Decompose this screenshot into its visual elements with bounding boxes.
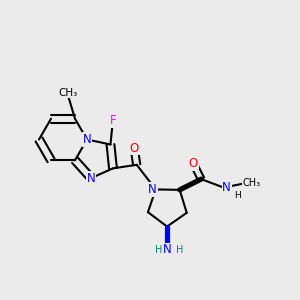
Text: N: N — [148, 183, 157, 196]
Text: H: H — [176, 245, 183, 255]
Text: O: O — [189, 157, 198, 170]
Text: F: F — [110, 114, 116, 127]
Text: O: O — [130, 142, 139, 155]
Text: N: N — [82, 133, 91, 146]
Text: H: H — [234, 190, 241, 200]
Text: CH₃: CH₃ — [58, 88, 78, 98]
Text: N: N — [163, 243, 171, 256]
Text: N: N — [87, 172, 95, 184]
Text: H: H — [155, 245, 163, 255]
Text: CH₃: CH₃ — [243, 178, 261, 188]
Text: N: N — [222, 181, 231, 194]
